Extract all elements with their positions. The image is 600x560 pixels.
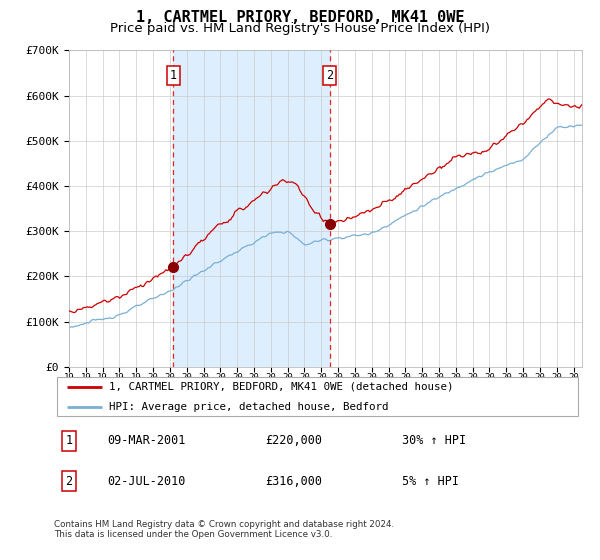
Text: 30% ↑ HPI: 30% ↑ HPI xyxy=(403,434,467,447)
FancyBboxPatch shape xyxy=(56,377,578,416)
Text: £316,000: £316,000 xyxy=(265,474,322,488)
Text: 2: 2 xyxy=(326,69,333,82)
Text: 1, CARTMEL PRIORY, BEDFORD, MK41 0WE (detached house): 1, CARTMEL PRIORY, BEDFORD, MK41 0WE (de… xyxy=(109,382,454,392)
Text: Contains HM Land Registry data © Crown copyright and database right 2024.
This d: Contains HM Land Registry data © Crown c… xyxy=(54,520,394,539)
Text: 2: 2 xyxy=(65,474,73,488)
Text: Price paid vs. HM Land Registry's House Price Index (HPI): Price paid vs. HM Land Registry's House … xyxy=(110,22,490,35)
Text: 5% ↑ HPI: 5% ↑ HPI xyxy=(403,474,460,488)
Text: £220,000: £220,000 xyxy=(265,434,322,447)
Bar xyxy=(173,50,330,367)
Text: 1, CARTMEL PRIORY, BEDFORD, MK41 0WE: 1, CARTMEL PRIORY, BEDFORD, MK41 0WE xyxy=(136,10,464,25)
Text: 09-MAR-2001: 09-MAR-2001 xyxy=(107,434,185,447)
Text: HPI: Average price, detached house, Bedford: HPI: Average price, detached house, Bedf… xyxy=(109,402,389,412)
Text: 1: 1 xyxy=(170,69,176,82)
Text: 1: 1 xyxy=(65,434,73,447)
Bar xyxy=(571,50,582,367)
Text: 02-JUL-2010: 02-JUL-2010 xyxy=(107,474,185,488)
